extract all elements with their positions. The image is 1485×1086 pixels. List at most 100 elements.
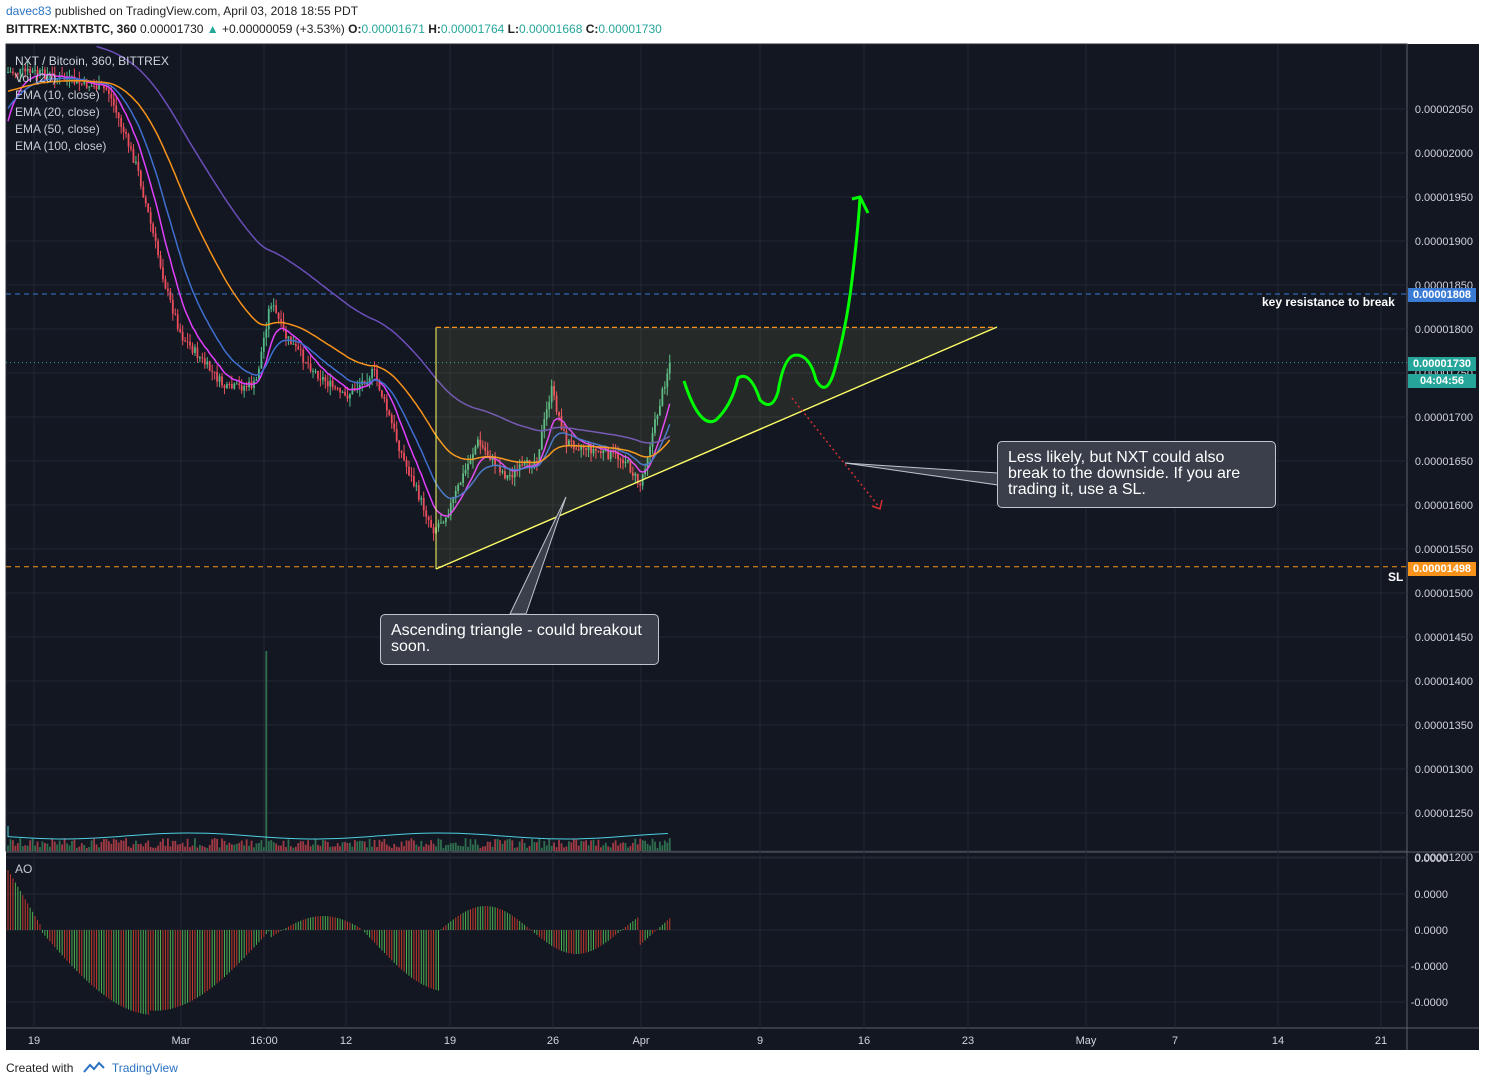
legend-ema10[interactable]: EMA (10, close)	[15, 88, 100, 102]
candle-body	[144, 197, 147, 204]
candle-body	[132, 148, 135, 163]
close-label: C:	[585, 22, 599, 36]
volume-bar	[373, 839, 376, 851]
legend-ema50[interactable]: EMA (50, close)	[15, 122, 100, 136]
volume-bar	[339, 846, 341, 851]
candle-body	[614, 452, 617, 454]
volume-bar	[644, 840, 647, 851]
volume-bar	[218, 847, 221, 851]
volume-bar	[425, 843, 428, 851]
author-link[interactable]: davec83	[6, 4, 52, 18]
volume-bar	[467, 846, 469, 851]
candle-body	[444, 517, 447, 523]
candle-body	[597, 450, 600, 452]
volume-bar	[253, 847, 255, 851]
volume-bar	[624, 842, 627, 851]
candle-body	[595, 448, 597, 451]
volume-bar	[130, 847, 132, 851]
candle-body	[53, 74, 56, 82]
candle-body	[191, 345, 194, 353]
legend-vol[interactable]: Vol (20)	[15, 71, 57, 85]
candle-body	[393, 423, 396, 430]
volume-bar	[430, 840, 433, 851]
volume-bar	[523, 842, 526, 851]
volume-bar	[154, 847, 157, 851]
candle-body	[130, 146, 132, 149]
tradingview-link[interactable]: TradingView	[111, 1061, 178, 1075]
chart-title[interactable]: NXT / Bitcoin, 360, BITTREX	[15, 54, 169, 68]
legend-ema100[interactable]: EMA (100, close)	[15, 139, 107, 153]
candle-body	[381, 390, 383, 397]
candle-body	[169, 291, 172, 300]
volume-bar	[410, 838, 413, 851]
legend-ema20[interactable]: EMA (20, close)	[15, 105, 100, 119]
candle-body	[499, 465, 501, 473]
volume-bar	[403, 846, 405, 851]
volume-bar	[447, 844, 450, 851]
candle-body	[110, 93, 113, 99]
chart-background	[6, 44, 1479, 1050]
symbol-name[interactable]: BITTREX:NXTBTC, 360	[6, 22, 137, 36]
volume-bar	[631, 842, 634, 851]
ao-tick-label: 0.0000	[1414, 925, 1448, 937]
volume-bar	[149, 846, 152, 851]
candle-body	[543, 419, 546, 432]
x-tick-label: 19	[28, 1035, 40, 1047]
candle-body	[663, 387, 666, 389]
volume-bar	[270, 840, 273, 851]
volume-bar	[454, 842, 457, 851]
volume-bars	[7, 651, 671, 851]
volume-bar	[132, 844, 135, 851]
volume-bar	[646, 843, 649, 851]
volume-bar	[245, 839, 248, 851]
volume-bar	[127, 846, 130, 851]
volume-bar	[538, 838, 541, 851]
volume-bar	[435, 846, 437, 851]
volume-bar	[24, 845, 27, 851]
candle-body	[196, 347, 199, 358]
candle-body	[484, 447, 487, 451]
candle-body	[464, 469, 467, 474]
candle-body	[302, 349, 305, 363]
candle-body	[142, 186, 145, 198]
candle-body	[319, 378, 322, 380]
candle-body	[585, 448, 587, 451]
candle-body	[341, 391, 344, 393]
candle-body	[336, 388, 339, 390]
candle-body	[331, 380, 334, 388]
volume-bar	[570, 842, 573, 851]
candle-body	[580, 446, 583, 450]
candle-body	[162, 267, 164, 280]
triangle-callout[interactable]: Ascending triangle - could breakout soon…	[380, 614, 659, 665]
candle-body	[226, 384, 228, 388]
triangle-support-line	[435, 326, 998, 570]
candle-body	[368, 378, 371, 383]
high-value: 0.00001764	[440, 22, 505, 36]
volume-bar	[440, 839, 442, 851]
candle-body	[285, 329, 287, 339]
candle-body	[12, 71, 14, 74]
volume-bar	[356, 841, 359, 851]
candle-body	[39, 69, 41, 75]
candle-body	[26, 68, 29, 72]
y-tick-label: 0.00001600	[1415, 500, 1473, 512]
candle-body	[454, 490, 457, 498]
legend-ao[interactable]: AO	[15, 862, 33, 876]
volume-bar	[230, 844, 233, 851]
volume-bar	[491, 846, 494, 851]
candle-body	[474, 446, 477, 455]
volume-bar	[597, 839, 600, 851]
candle-body	[609, 451, 612, 460]
volume-bar	[282, 840, 285, 851]
x-tick-label: 23	[962, 1035, 974, 1047]
candle-body	[260, 351, 263, 369]
volume-bar	[137, 844, 140, 851]
candle-body	[297, 346, 300, 350]
volume-bar	[196, 847, 199, 851]
volume-bar	[489, 841, 492, 851]
candle-body	[181, 332, 184, 341]
downside-callout[interactable]: Less likely, but NXT could also break to…	[997, 441, 1276, 508]
candle-body	[383, 396, 386, 399]
volume-bar	[649, 845, 651, 851]
